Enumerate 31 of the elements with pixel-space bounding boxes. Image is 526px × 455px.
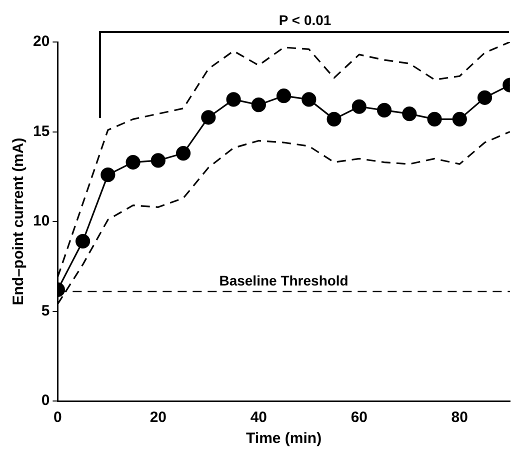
x-tick-label: 80 xyxy=(451,409,468,426)
x-axis-title: Time (min) xyxy=(246,430,322,448)
x-tick-label: 40 xyxy=(250,409,268,426)
point xyxy=(477,90,492,105)
y-tick-label: 5 xyxy=(41,302,50,320)
x-tick-label: 60 xyxy=(350,409,368,426)
point xyxy=(226,92,241,107)
y-tick-label: 10 xyxy=(32,212,50,230)
point xyxy=(276,88,292,104)
point xyxy=(326,112,342,126)
y-tick-label: 0 xyxy=(41,392,50,410)
point xyxy=(100,168,116,182)
point xyxy=(427,112,442,126)
point xyxy=(302,92,316,107)
point xyxy=(452,112,467,126)
x-tick-label: 20 xyxy=(150,409,167,426)
point xyxy=(376,102,392,118)
point xyxy=(251,98,266,112)
y-tick-label: 15 xyxy=(32,122,50,140)
x-tick-label: 0 xyxy=(54,409,62,426)
point xyxy=(352,99,366,114)
text: P < 0.01 xyxy=(278,12,332,28)
point xyxy=(150,153,166,168)
point xyxy=(76,234,90,249)
point xyxy=(402,106,417,122)
y-axis-title: End–point current (mA) xyxy=(10,138,28,306)
y-tick-label: 20 xyxy=(32,33,50,50)
point xyxy=(201,110,216,125)
point xyxy=(126,154,140,170)
ref-line-label: Baseline Threshold xyxy=(219,272,348,288)
point xyxy=(176,146,191,161)
